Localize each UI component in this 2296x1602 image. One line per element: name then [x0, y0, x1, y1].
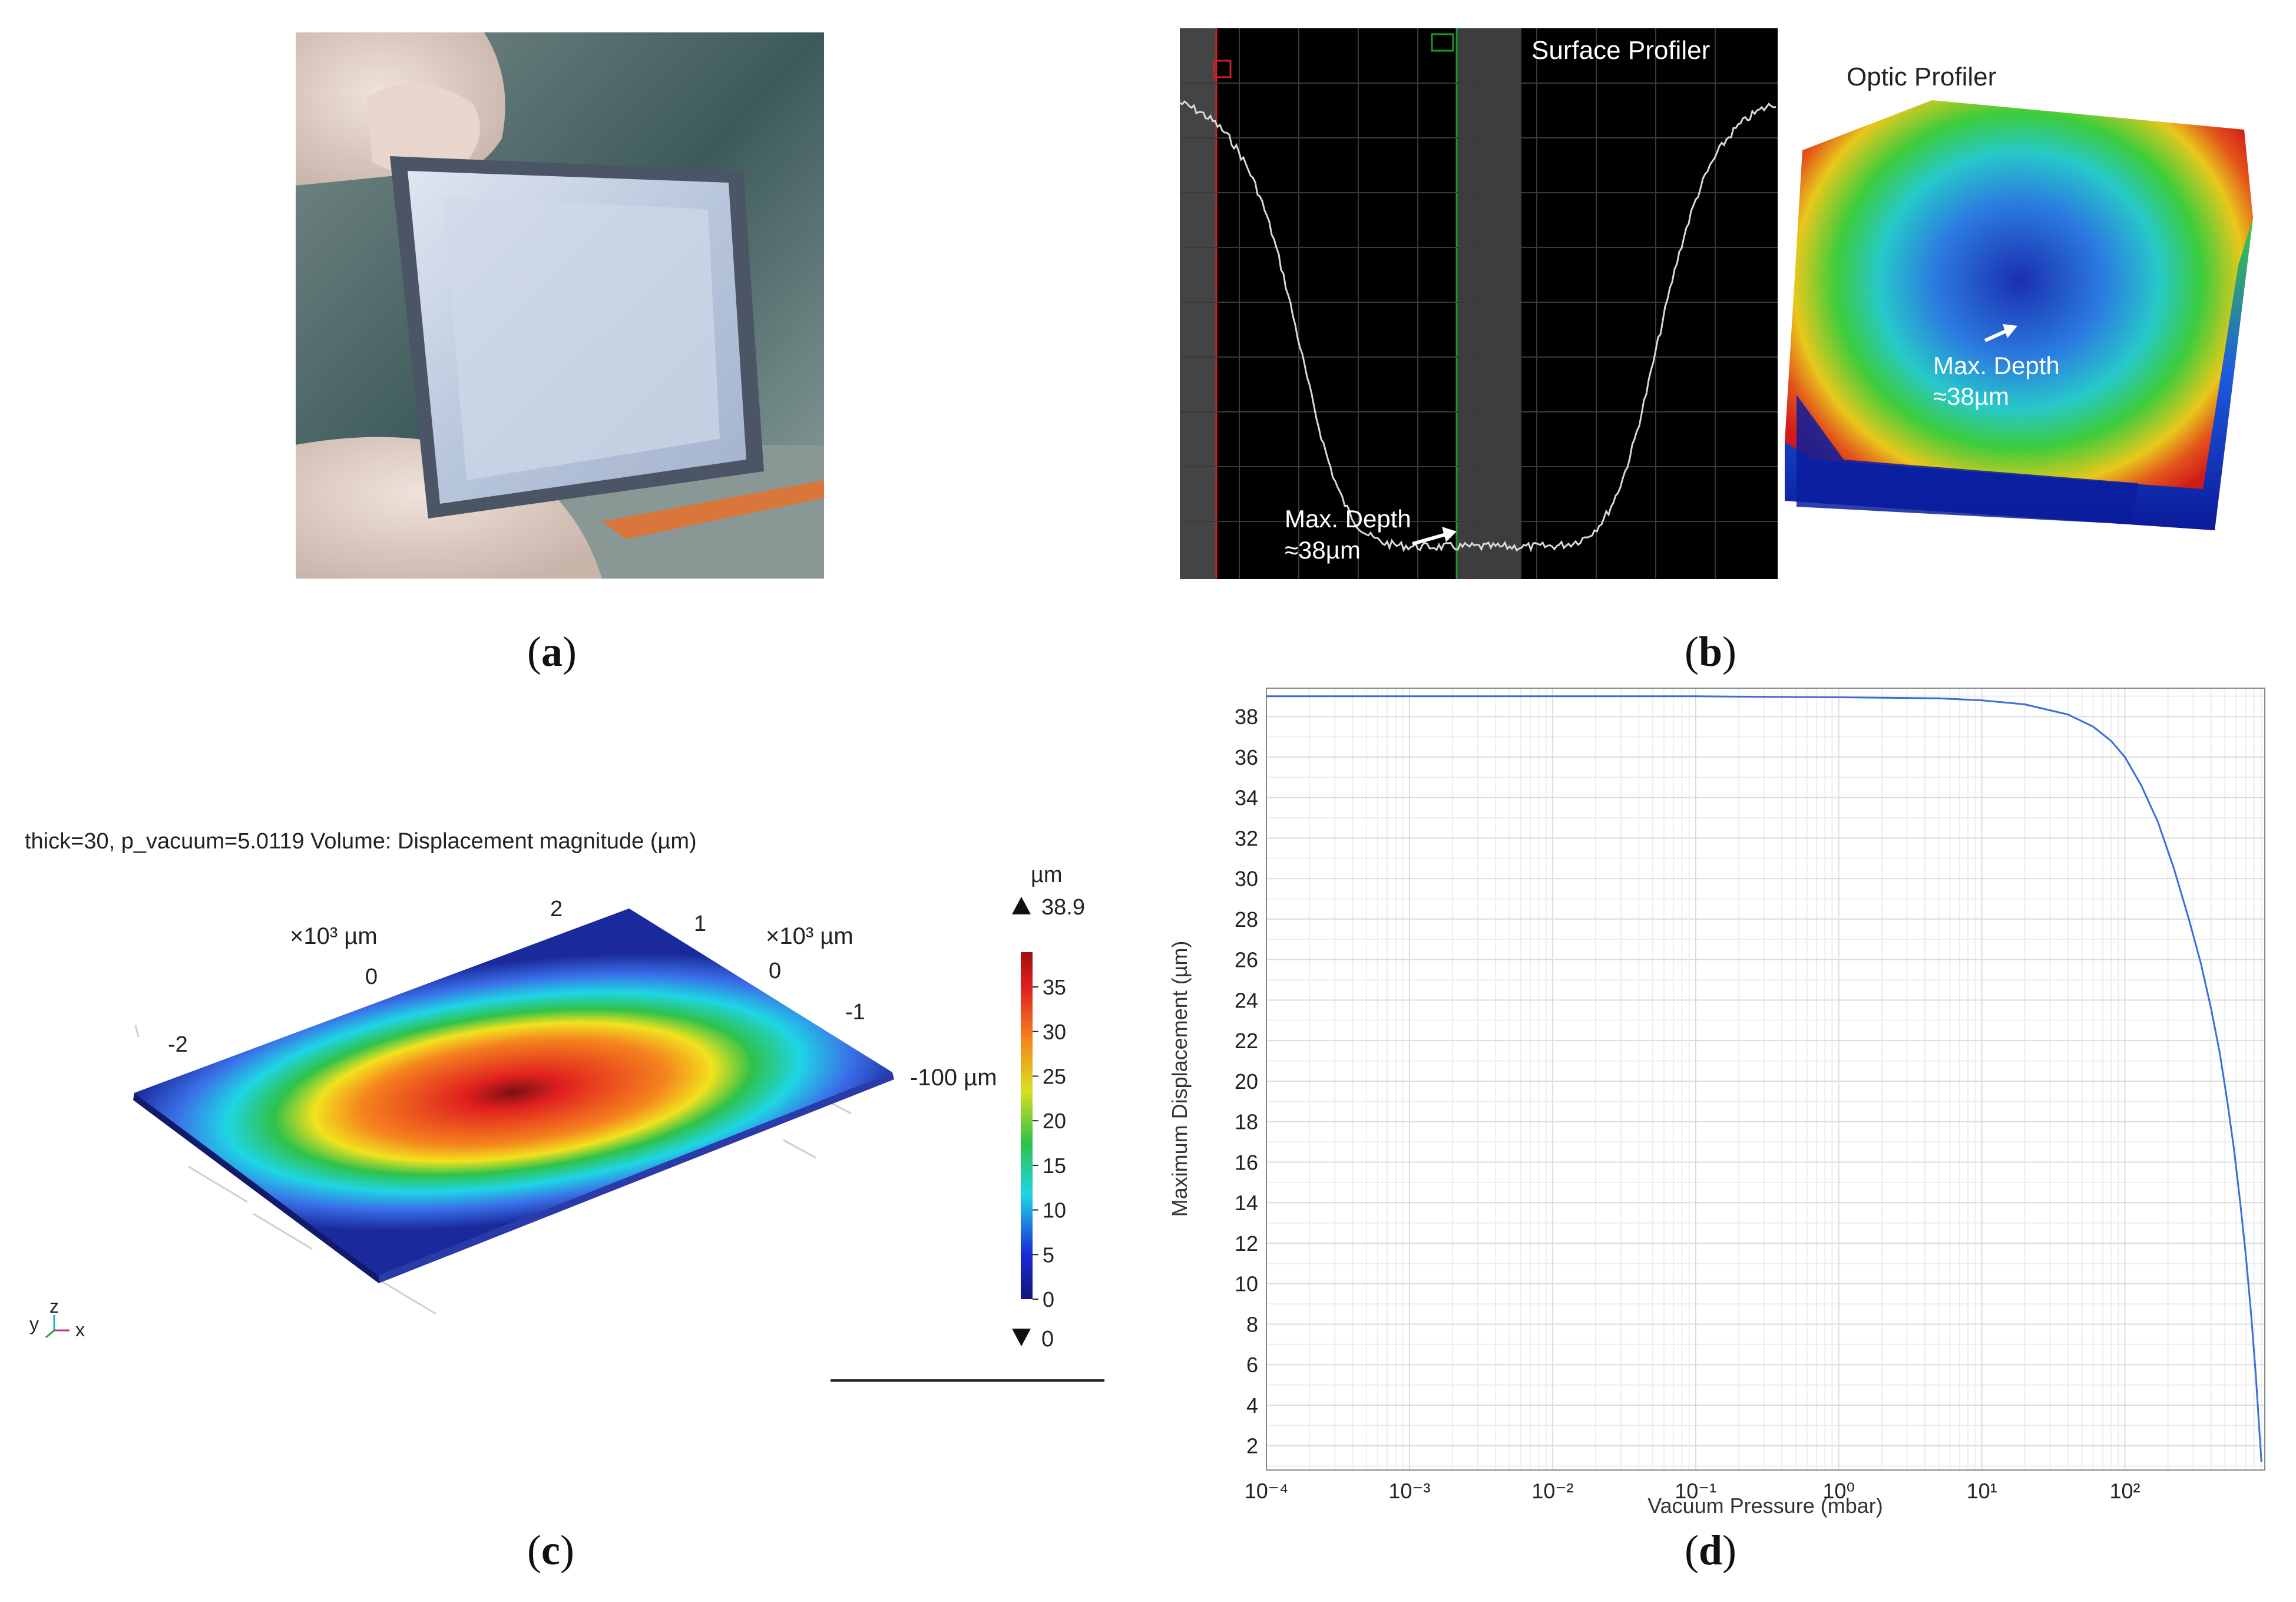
axis-left-tick-2: -2 — [168, 1032, 188, 1057]
colorbar-max: 38.9 — [1041, 895, 1085, 920]
y-tick-label: 16 — [1235, 1150, 1258, 1174]
fem-header: thick=30, p_vacuum=5.0119 Volume: Displa… — [25, 829, 697, 854]
x-axis-label: Vacuum Pressure (mbar) — [1647, 1494, 1883, 1518]
y-tick-label: 22 — [1235, 1029, 1258, 1053]
y-tick-label: 14 — [1235, 1191, 1258, 1215]
axis-right-tick-0: 1 — [694, 911, 706, 936]
caption-d: (d) — [1685, 1527, 1737, 1574]
y-tick-label: 2 — [1246, 1434, 1258, 1458]
axis-triad: y z x — [29, 1296, 85, 1340]
optic-profile-surface: Optic Profiler Max. Depth ≈38µm — [1785, 62, 2253, 530]
fem-plot: thick=30, p_vacuum=5.0119 Volume: Displa… — [25, 829, 1104, 1382]
colorbar-max-marker — [1012, 897, 1031, 914]
triad-x: x — [75, 1319, 85, 1340]
sample-photo — [296, 32, 824, 579]
chart-panel-d: 2 4 6 8 10 12 14 16 18 20 22 24 26 28 30 32 34 36 38 10⁻⁴ 1… — [1143, 683, 2280, 1532]
x-tick-label: 10⁰ — [1822, 1479, 1854, 1503]
z-axis-label: -100 µm — [910, 1065, 997, 1091]
y-tick-label: 18 — [1235, 1110, 1258, 1134]
axis-right-unit: ×10³ µm — [766, 923, 853, 949]
y-tick-label: 30 — [1235, 867, 1258, 891]
colorbar-tick-label: 0 — [1043, 1287, 1054, 1312]
y-tick-label: 34 — [1235, 786, 1258, 810]
y-tick-label: 8 — [1246, 1312, 1258, 1336]
y-tick-label: 24 — [1235, 988, 1258, 1012]
surface-profiler-panel: Surface Profiler Max. Depth ≈38µm — [1179, 28, 1778, 579]
y-tick-label: 28 — [1235, 907, 1258, 932]
surface-annotation-line1: Max. Depth — [1285, 505, 1411, 533]
y-axis-label: Maximum Displacement (µm) — [1167, 941, 1192, 1217]
axis-right-tick-1: 0 — [769, 959, 781, 983]
y-tick-label: 20 — [1235, 1069, 1258, 1094]
y-tick-label: 36 — [1235, 745, 1258, 769]
optic-annotation-line2: ≈38µm — [1933, 382, 2009, 410]
colorbar — [1021, 952, 1033, 1299]
plot-frame — [1266, 688, 2265, 1471]
y-tick-label: 4 — [1246, 1393, 1258, 1418]
photo-panel-a — [296, 32, 824, 579]
caption-b: (b) — [1685, 628, 1737, 675]
colorbar-tick-label: 35 — [1043, 975, 1066, 999]
x-tick-label: 10⁻⁴ — [1245, 1479, 1289, 1503]
caption-c: (c) — [527, 1527, 574, 1574]
x-tick-label: 10⁻³ — [1388, 1479, 1430, 1503]
chart-minor-grid — [1266, 688, 2265, 1470]
colorbar-unit: µm — [1031, 863, 1063, 887]
y-tick-label: 32 — [1235, 826, 1258, 850]
axis-left-tick-0: 2 — [550, 897, 563, 921]
colorbar-tick-label: 15 — [1043, 1154, 1066, 1178]
chart-major-grid — [1266, 688, 2265, 1470]
surface-arrow — [1412, 532, 1448, 546]
colorbar-tick-label: 30 — [1043, 1020, 1066, 1044]
surface-annotation-line2: ≈38µm — [1285, 536, 1361, 564]
optic-arrowhead — [2003, 324, 2017, 338]
surface-arrowhead — [1442, 527, 1457, 542]
colorbar-ticks: 35 30 25 20 15 10 5 0 — [1033, 975, 1066, 1312]
surface-profiler-title: Surface Profiler — [1531, 36, 1710, 65]
colorbar-tick-label: 25 — [1043, 1064, 1066, 1088]
x-tick-label: 10² — [2109, 1479, 2140, 1503]
colorbar-tick-label: 5 — [1043, 1243, 1054, 1267]
y-tick-label: 12 — [1235, 1231, 1258, 1256]
x-tick-label: 10¹ — [1967, 1479, 1997, 1503]
x-tick-label: 10⁻¹ — [1675, 1479, 1716, 1503]
displacement-series-line — [1266, 695, 2262, 1462]
optic-arrow — [1984, 328, 2010, 342]
optic-profiler-title: Optic Profiler — [1847, 62, 1996, 91]
axis-left-tick-1: 0 — [365, 964, 378, 989]
colorbar-tick-label: 20 — [1043, 1109, 1066, 1133]
fem-panel-c: thick=30, p_vacuum=5.0119 Volume: Displa… — [0, 813, 1119, 1396]
colorbar-tick-label: 10 — [1043, 1198, 1066, 1223]
colorbar-min-marker — [1012, 1329, 1031, 1346]
axis-left-unit: ×10³ µm — [290, 923, 378, 949]
y-tick-label: 26 — [1235, 948, 1258, 972]
y-tick-label: 10 — [1235, 1272, 1258, 1296]
colorbar-min: 0 — [1041, 1327, 1054, 1352]
x-tick-labels: 10⁻⁴ 10⁻³ 10⁻² 10⁻¹ 10⁰ 10¹ 10² — [1245, 1479, 2140, 1503]
triad-y: y — [29, 1313, 39, 1335]
caption-a: (a) — [527, 628, 577, 675]
y-tick-label: 38 — [1235, 705, 1258, 729]
axis-right-tick-2: -1 — [845, 1000, 865, 1025]
triad-z: z — [49, 1296, 59, 1317]
surface-profile-plot: Surface Profiler Max. Depth ≈38µm — [1179, 28, 1778, 579]
y-tick-label: 6 — [1246, 1353, 1258, 1377]
optic-profiler-panel: Optic Profiler Max. Depth ≈38µm — [1779, 53, 2262, 548]
x-tick-label: 10⁻² — [1531, 1479, 1573, 1503]
optic-annotation-line1: Max. Depth — [1933, 352, 2060, 379]
